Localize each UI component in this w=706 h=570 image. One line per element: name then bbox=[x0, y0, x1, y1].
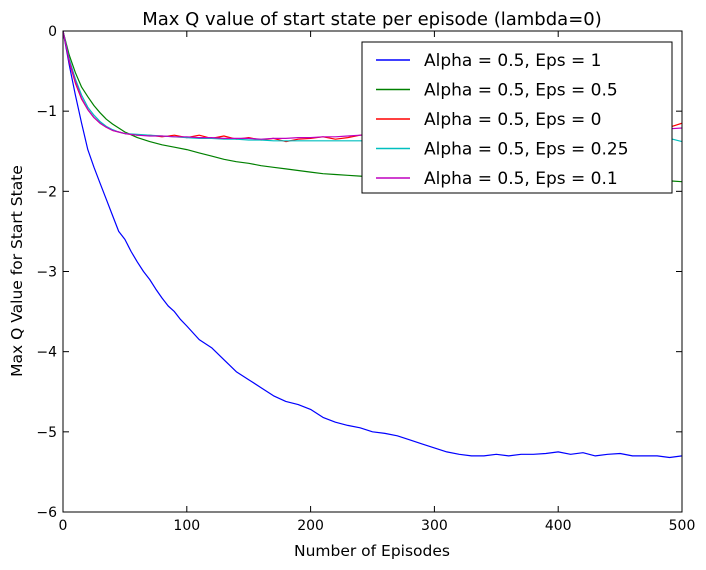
legend-label-4: Alpha = 0.5, Eps = 0.25 bbox=[424, 140, 629, 160]
legend-label-2: Alpha = 0.5, Eps = 0.5 bbox=[424, 81, 618, 101]
y-tick-label: −2 bbox=[36, 184, 57, 200]
legend-label-1: Alpha = 0.5, Eps = 1 bbox=[424, 51, 602, 71]
legend-label-5: Alpha = 0.5, Eps = 0.1 bbox=[424, 169, 618, 189]
x-tick-label: 200 bbox=[297, 518, 324, 534]
legend-label-3: Alpha = 0.5, Eps = 0 bbox=[424, 110, 602, 130]
y-tick-label: −3 bbox=[36, 265, 57, 281]
chart-title: Max Q value of start state per episode (… bbox=[142, 9, 602, 30]
y-tick-label: −4 bbox=[36, 345, 57, 361]
x-tick-label: 100 bbox=[173, 518, 200, 534]
y-axis-label: Max Q Value for Start State bbox=[8, 165, 26, 377]
legend-box bbox=[361, 41, 673, 194]
x-axis-label: Number of Episodes bbox=[294, 542, 450, 560]
series-group bbox=[63, 31, 682, 459]
y-tick-label: −6 bbox=[36, 505, 57, 521]
x-tick-label: 300 bbox=[421, 518, 448, 534]
legend: Alpha = 0.5, Eps = 1 Alpha = 0.5, Eps = 0… bbox=[361, 41, 673, 194]
x-tick-label: 400 bbox=[545, 518, 572, 534]
series-line-1 bbox=[63, 31, 682, 459]
y-tick-label: −5 bbox=[36, 425, 57, 441]
x-tick-label: 0 bbox=[59, 518, 68, 534]
y-tick-label: 0 bbox=[48, 24, 57, 40]
y-tick-label: −1 bbox=[36, 104, 57, 120]
x-tick-label: 500 bbox=[669, 518, 696, 534]
plot-area: 0 100 200 300 400 500 0 −1 −2 −3 −4 −5 −6 Alpha = 0.5… bbox=[36, 24, 695, 534]
